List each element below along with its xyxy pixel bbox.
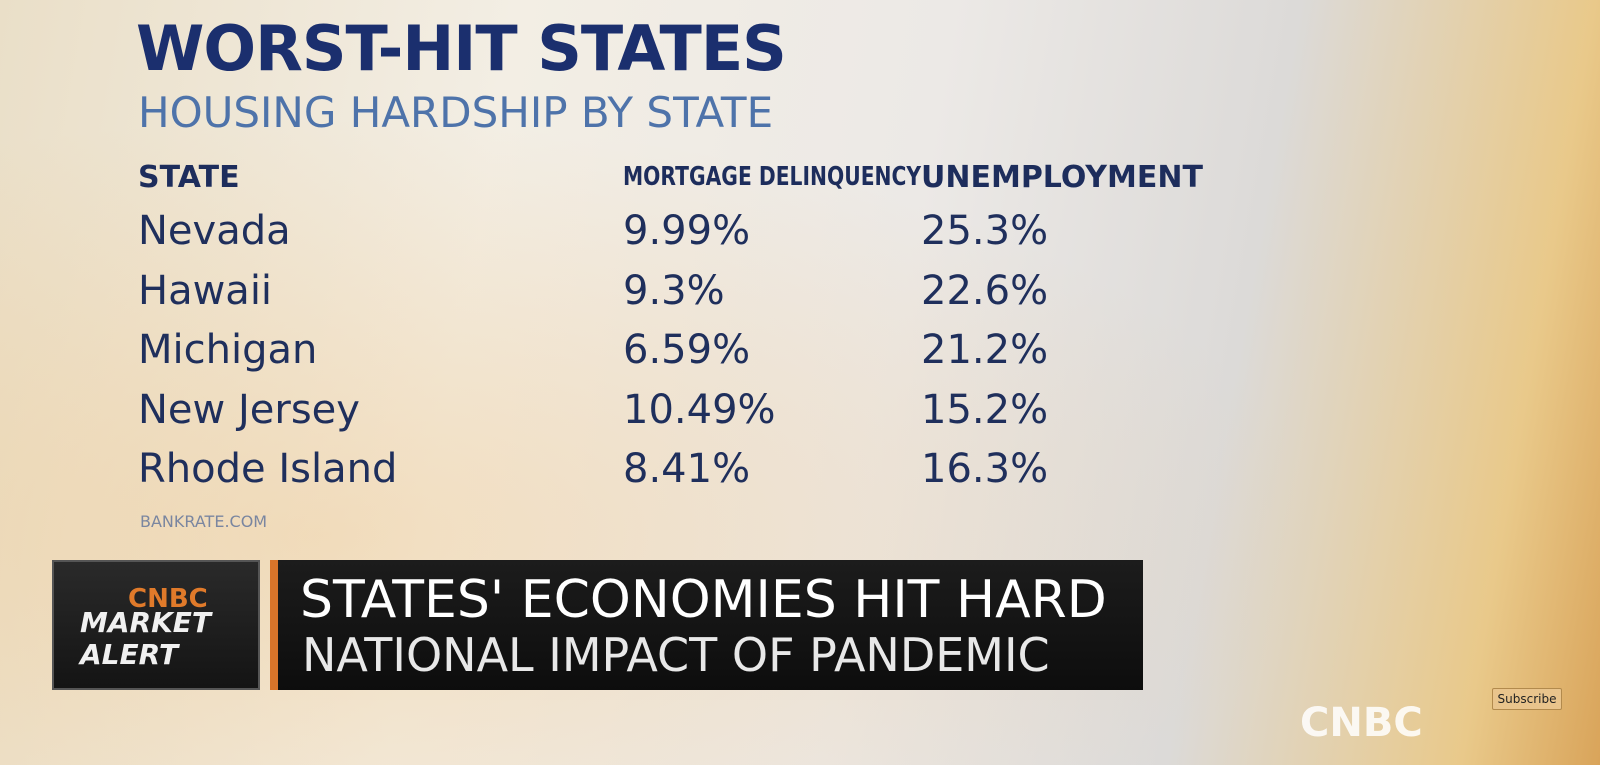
state-cell: Hawaii [138,267,273,314]
headline: STATES' ECONOMIES HIT HARD [300,570,1107,630]
state-cell: New Jersey [138,386,360,433]
value-cell: 21.2% [921,327,1049,373]
title: WORST-HIT STATES [136,12,787,85]
value-cell: 9.99% [623,208,751,254]
state-cell: Nevada [138,208,291,254]
alert-text: ALERT [80,638,179,671]
value-cell: 6.59% [623,327,751,373]
state-cell: Rhode Island [138,446,398,492]
logo: CNBC [128,584,208,614]
value-cell: 25.3% [921,208,1049,254]
subscribe-button[interactable]: Subscribe [1492,688,1562,710]
column-header: UNEMPLOYMENT [921,160,1203,195]
column-header: STATE [138,160,240,195]
value-cell: 8.41% [623,446,751,492]
source: BANKRATE.COM [140,512,268,531]
alert-box [52,560,260,690]
state-cell: Michigan [138,327,318,373]
value-cell: 22.6% [921,267,1049,314]
subheadline: NATIONAL IMPACT OF PANDEMIC [302,628,1050,682]
value-cell: 15.2% [921,386,1049,433]
alert-text: MARKET [80,606,212,639]
value-cell: 9.3% [623,267,725,314]
subtitle: HOUSING HARDSHIP BY STATE [138,88,774,137]
headline-box [270,560,1143,690]
value-cell: 16.3% [921,446,1049,492]
watermark: CNBC [1300,700,1423,746]
column-header: MORTGAGE DELINQUENCY [623,162,922,192]
value-cell: 10.49% [623,386,776,433]
